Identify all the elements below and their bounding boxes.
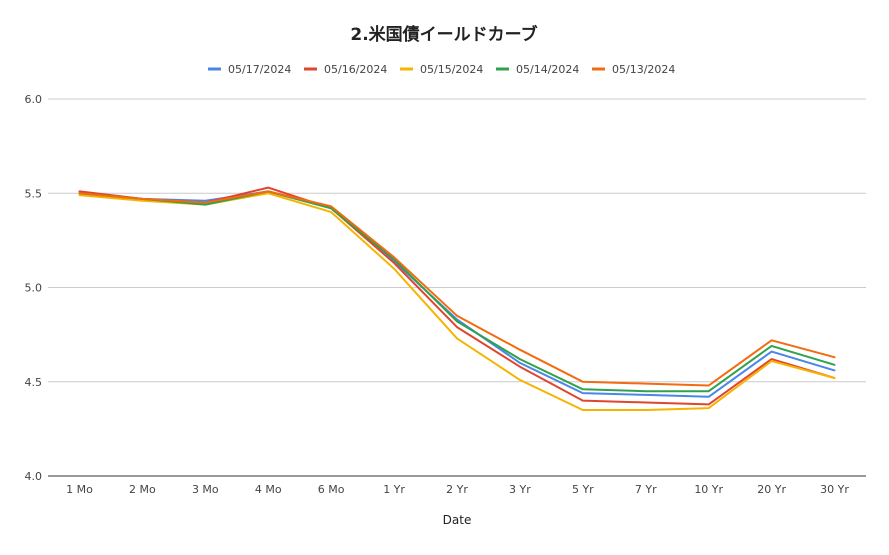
x-tick-label: 10 Yr	[694, 483, 723, 496]
y-axis: 4.0 4.5 5.0 5.5 6.0	[25, 93, 43, 483]
x-tick-label: 2 Mo	[129, 483, 156, 496]
series-line	[78, 186, 836, 406]
series-line	[78, 190, 836, 393]
x-tick-label: 4 Mo	[255, 483, 282, 496]
x-axis: 1 Mo 2 Mo 3 Mo 4 Mo 6 Mo 1 Yr 2 Yr 3 Yr 5 Yr 7 Yr…	[66, 483, 849, 496]
x-tick-label: 30 Yr	[820, 483, 849, 496]
legend-item-label: 05/14/2024	[516, 63, 579, 76]
y-tick-label: 6.0	[25, 93, 43, 106]
x-tick-label: 1 Yr	[383, 483, 405, 496]
x-tick-label: 5 Yr	[572, 483, 594, 496]
legend: 05/17/2024 05/16/2024 05/15/2024 05/14/2024…	[208, 63, 675, 76]
legend-item-label: 05/13/2024	[612, 63, 675, 76]
chart-title: 2.米国債イールドカーブ	[350, 24, 537, 45]
legend-item-label: 05/16/2024	[324, 63, 387, 76]
x-tick-label: 3 Mo	[192, 483, 219, 496]
x-tick-label: 20 Yr	[757, 483, 786, 496]
legend-item-label: 05/17/2024	[228, 63, 291, 76]
x-tick-label: 2 Yr	[446, 483, 468, 496]
legend-item-label: 05/15/2024	[420, 63, 483, 76]
y-tick-label: 5.5	[25, 187, 43, 200]
x-tick-label: 3 Yr	[509, 483, 531, 496]
x-tick-label: 7 Yr	[635, 483, 657, 496]
y-tick-label: 4.5	[25, 376, 43, 389]
series-lines	[78, 186, 836, 411]
y-tick-label: 4.0	[25, 470, 43, 483]
y-tick-label: 5.0	[25, 282, 43, 295]
x-tick-label: 6 Mo	[318, 483, 345, 496]
series-line	[78, 190, 836, 387]
gridlines	[48, 98, 866, 477]
x-axis-label: Date	[443, 513, 472, 527]
series-line	[78, 190, 836, 398]
x-tick-label: 1 Mo	[66, 483, 93, 496]
